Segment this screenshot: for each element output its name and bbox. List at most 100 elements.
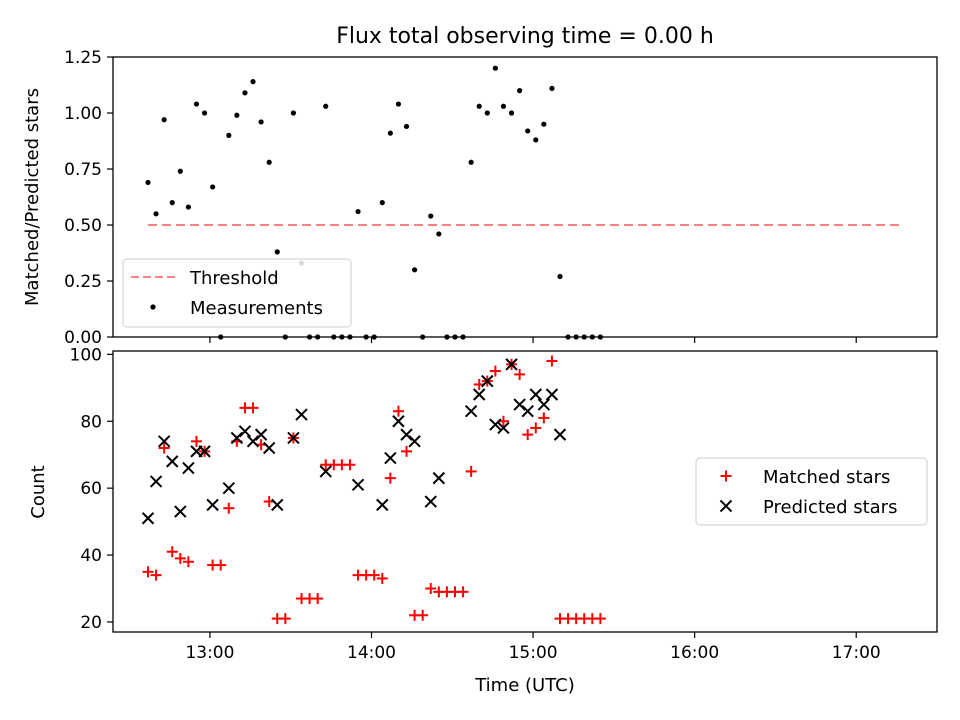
measurement-point (492, 65, 498, 71)
bottom-y-axis: 20 40 60 80 100 (70, 345, 113, 633)
predicted-star-point (537, 398, 551, 411)
matched-star-point (425, 583, 437, 595)
measurement-point (331, 334, 337, 340)
matched-star-point (384, 472, 396, 484)
measurement-point (428, 213, 434, 219)
bottom-x-tick-label: 16:00 (670, 643, 719, 663)
bottom-plot-frame (112, 350, 938, 633)
top-chart-title: Flux total observing time = 0.00 h (336, 24, 714, 49)
matched-star-point (401, 445, 413, 457)
top-legend-box (122, 258, 352, 328)
top-y-axis-label: Matched/Predicted stars (22, 88, 43, 306)
top-data-marks (145, 65, 902, 340)
top-y-tick-label: 0.50 (64, 216, 102, 236)
predicted-star-point (206, 498, 219, 512)
measurement-point (517, 88, 523, 94)
matched-star-point (530, 422, 542, 434)
measurement-point (565, 334, 571, 340)
measurement-point (371, 334, 377, 340)
predicted-star-point (505, 358, 518, 371)
measurement-point (161, 117, 167, 123)
bottom-x-tick-label: 13:00 (185, 643, 234, 663)
bottom-x-tick-label: 14:00 (347, 643, 396, 663)
predicted-star-point (166, 455, 179, 468)
predicted-star-point (553, 428, 567, 441)
measurement-point (323, 103, 329, 109)
predicted-star-point (408, 435, 421, 448)
measurement-point (395, 101, 402, 107)
measurement-point (436, 231, 442, 237)
predicted-star-point (238, 425, 252, 438)
bottom-x-tick-label: 15:00 (509, 643, 558, 663)
matched-stars-legend-label: Matched stars (763, 467, 890, 488)
measurement-point (476, 103, 482, 109)
measurement-point (226, 132, 232, 138)
measurement-point (185, 204, 191, 210)
predicted-star-point (222, 481, 235, 495)
predicted-star-point (432, 471, 446, 485)
matched-star-point (344, 459, 356, 471)
measurement-point (274, 249, 280, 255)
predicted-stars-legend-marker (719, 499, 733, 513)
measurement-point (347, 334, 353, 340)
predicted-star-point (489, 418, 502, 431)
predicted-star-point (141, 512, 155, 525)
matched-star-point (522, 429, 534, 441)
predicted-star-point (392, 415, 405, 428)
bottom-chart: 20 40 60 80 100 13:00 14:00 15:00 16:00 17:00 Co… (28, 345, 938, 696)
matched-star-point (142, 566, 154, 578)
matched-star-point (594, 613, 606, 625)
predicted-stars-legend-label: Predicted stars (763, 497, 897, 518)
measurement-point (193, 101, 200, 107)
measurement-point (379, 200, 385, 206)
measurement-point (218, 334, 224, 340)
matched-stars-legend-marker (720, 470, 732, 482)
measurement-point (250, 79, 256, 85)
measurement-point (549, 85, 555, 91)
predicted-star-point (198, 445, 211, 458)
measurement-point (234, 112, 240, 118)
measurement-point (581, 334, 587, 340)
measurement-point (484, 110, 490, 116)
measurement-point (258, 119, 264, 125)
bottom-legend-box (695, 457, 928, 526)
matched-star-point (465, 465, 477, 477)
measurement-point (525, 128, 531, 134)
predicted-star-point (254, 428, 268, 441)
predicted-star-point (271, 498, 284, 512)
measurement-point (533, 137, 539, 143)
measurement-point (403, 123, 410, 130)
measurement-point (573, 334, 579, 340)
matched-star-point (190, 435, 202, 447)
measurement-point (387, 130, 393, 136)
top-y-tick-label: 0.00 (64, 328, 102, 348)
predicted-star-point (149, 475, 163, 488)
measurement-point (266, 159, 272, 165)
predicted-star-point (182, 461, 195, 475)
bottom-y-tick-label: 80 (80, 412, 102, 432)
bottom-y-tick-label: 20 (80, 613, 102, 633)
bottom-y-axis-label: Count (28, 465, 49, 518)
predicted-star-point (473, 388, 486, 401)
predicted-star-point (174, 505, 187, 518)
matched-star-point (182, 556, 194, 568)
measurement-point (177, 168, 183, 174)
bottom-legend: Matched stars Predicted stars (695, 457, 928, 526)
top-y-tick-label: 1.25 (64, 48, 102, 68)
predicted-star-point (262, 441, 276, 455)
measurement-point (145, 179, 151, 186)
measurement-point (444, 334, 450, 340)
matched-star-point (158, 442, 170, 454)
bottom-y-tick-label: 40 (80, 546, 102, 566)
measurement-point (169, 200, 175, 206)
measurement-point (420, 334, 426, 340)
measurement-point (315, 334, 321, 340)
matched-star-point (166, 546, 178, 558)
predicted-star-point (351, 478, 365, 492)
matched-star-point (368, 569, 380, 581)
matched-star-point (215, 559, 227, 571)
predicted-stars-legend-swatch (719, 499, 733, 513)
top-x-axis (209, 337, 857, 343)
measurement-point (468, 159, 474, 165)
